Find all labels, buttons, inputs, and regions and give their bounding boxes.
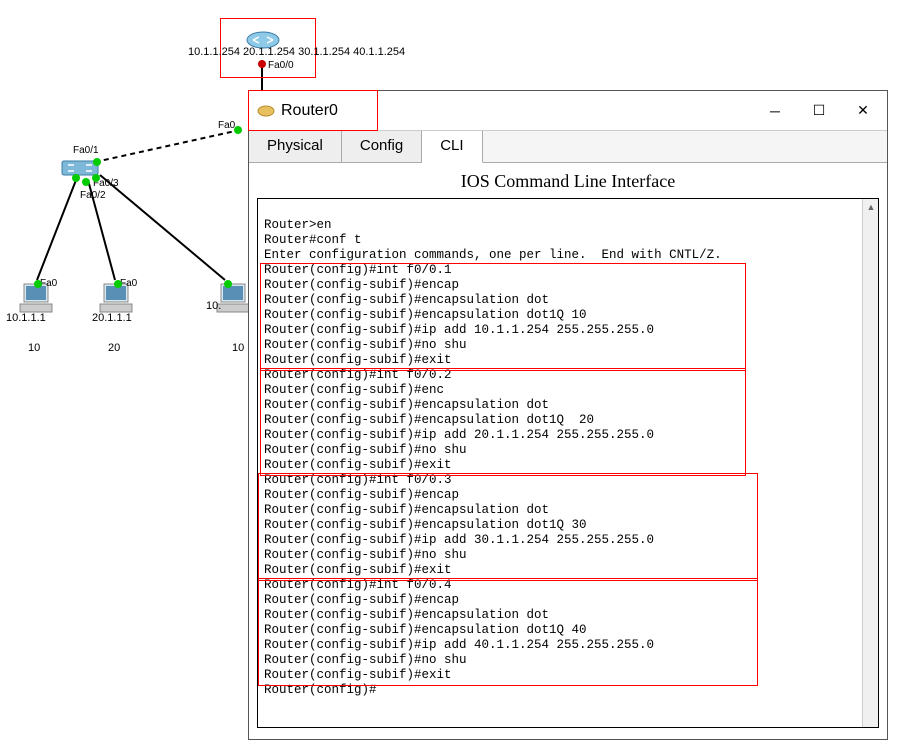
switch-port-fa01: Fa0/1: [73, 145, 99, 156]
pc2-port: Fa0: [120, 278, 137, 289]
link-dot: [93, 158, 101, 166]
link-dot: [92, 174, 100, 182]
scroll-up-icon[interactable]: ▲: [863, 199, 879, 215]
window-controls: ─ ☐ ✕: [767, 103, 871, 119]
minimize-button[interactable]: ─: [767, 103, 783, 119]
pc1-ip: 10.1.1.1: [6, 312, 46, 324]
router-window: Router0 ─ ☐ ✕ Physical Config CLI IOS Co…: [248, 90, 888, 740]
title-highlight: [248, 90, 378, 131]
tabs: Physical Config CLI: [249, 131, 887, 163]
pc1-vlan: 10: [28, 342, 40, 354]
cli-area: IOS Command Line Interface Router>en Rou…: [249, 163, 887, 739]
tab-config[interactable]: Config: [342, 131, 422, 162]
link-dot: [224, 280, 232, 288]
tab-physical[interactable]: Physical: [249, 131, 342, 162]
canvas: 10.1.1.254 20.1.1.254 30.1.1.254 40.1.1.…: [0, 0, 918, 753]
ip-labels: 10.1.1.254 20.1.1.254 30.1.1.254 40.1.1.…: [188, 46, 405, 58]
link-dot: [34, 280, 42, 288]
pc2-vlan: 20: [108, 342, 120, 354]
pc2-ip: 20.1.1.1: [92, 312, 132, 324]
maximize-button[interactable]: ☐: [811, 103, 827, 119]
cli-content[interactable]: Router>en Router#conf t Enter configurat…: [258, 199, 878, 702]
link-dot: [72, 174, 80, 182]
link-dot: [114, 280, 122, 288]
tab-cli[interactable]: CLI: [422, 131, 482, 163]
pc3-ip-frag: 10.: [206, 300, 221, 312]
pc1-port: Fa0: [40, 278, 57, 289]
router-port-label: Fa0/0: [268, 60, 294, 71]
link-dot: [82, 178, 90, 186]
link-dot: [234, 126, 242, 134]
pc3-vlan-frag: 10: [232, 342, 244, 354]
switch-port-fa02: Fa0/2: [80, 190, 106, 201]
close-button[interactable]: ✕: [855, 103, 871, 119]
link-dot: [258, 60, 266, 68]
cli-title: IOS Command Line Interface: [257, 171, 879, 192]
switch-port-trunk: Fa0: [218, 120, 235, 131]
cli-box: Router>en Router#conf t Enter configurat…: [257, 198, 879, 728]
scrollbar[interactable]: ▲: [862, 199, 878, 727]
